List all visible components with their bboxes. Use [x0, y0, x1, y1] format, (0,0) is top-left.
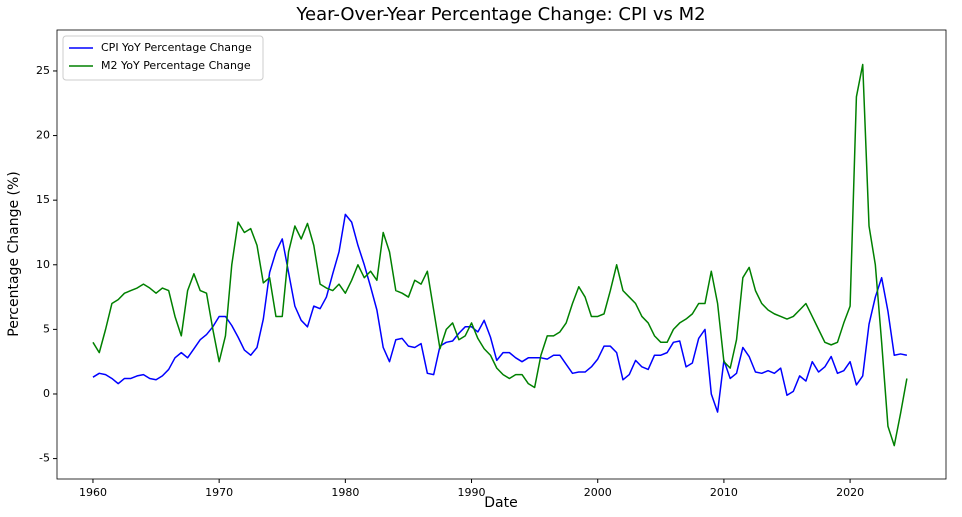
- x-axis-label: Date: [484, 495, 517, 511]
- plot-frame: [56, 29, 947, 480]
- legend-label: CPI YoY Percentage Change: [101, 41, 252, 54]
- x-tick-label: 1990: [458, 486, 486, 499]
- y-tick-label: -5: [39, 452, 50, 465]
- y-tick-label: 20: [36, 129, 50, 142]
- x-tick-label: 1970: [205, 486, 233, 499]
- legend-box: [62, 35, 264, 81]
- y-tick-label: 15: [36, 193, 50, 206]
- x-tick-label: 2020: [836, 486, 864, 499]
- y-tick-label: 0: [43, 387, 50, 400]
- chart-title: Year-Over-Year Percentage Change: CPI vs…: [295, 4, 705, 25]
- y-axis-label: Percentage Change (%): [6, 171, 22, 336]
- data-line: [92, 63, 908, 447]
- x-tick-label: 1960: [79, 486, 107, 499]
- x-tick-label: 2000: [584, 486, 612, 499]
- y-tick-label: 10: [36, 258, 50, 271]
- x-tick-label: 1980: [331, 486, 359, 499]
- y-tick-label: 25: [36, 64, 50, 77]
- data-line: [92, 213, 908, 413]
- y-tick-label: 5: [43, 322, 50, 335]
- legend-label: M2 YoY Percentage Change: [101, 59, 251, 72]
- x-tick-label: 2010: [710, 486, 738, 499]
- legend: CPI YoY Percentage Change M2 YoY Percenta…: [62, 35, 264, 81]
